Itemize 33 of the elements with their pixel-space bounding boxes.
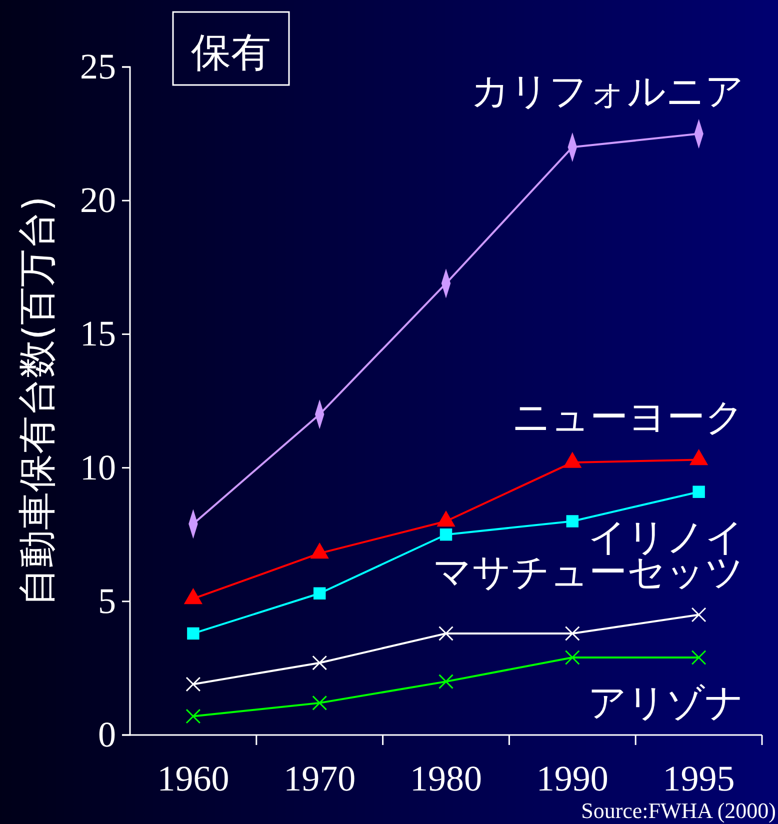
series-label: ニューヨーク: [512, 394, 744, 439]
y-tick-label: 15: [80, 314, 116, 354]
y-tick-label: 10: [80, 447, 116, 488]
series-label: イリノイ: [588, 514, 744, 559]
x-tick-label: 1970: [284, 758, 356, 799]
point: [313, 587, 326, 600]
series-label: カリフォルニア: [471, 68, 744, 113]
x-tick-label: 1980: [410, 758, 482, 799]
y-tick-label: 5: [98, 580, 116, 621]
y-tick-label: 0: [98, 714, 116, 755]
point: [691, 650, 706, 665]
point: [186, 708, 201, 724]
point: [312, 695, 328, 710]
y-tick-label: 25: [80, 46, 116, 87]
point: [440, 528, 452, 541]
point: [438, 674, 454, 690]
point: [691, 607, 706, 622]
point: [438, 626, 454, 641]
y-tick-label: 20: [80, 180, 116, 220]
x-tick-label: 1990: [536, 758, 608, 799]
point: [566, 515, 579, 528]
x-tick-label: 1960: [157, 758, 230, 799]
chart-title: 保有: [191, 30, 271, 76]
point: [187, 627, 200, 640]
point: [564, 626, 580, 641]
series-label: アリゾナ: [588, 680, 744, 725]
point: [692, 486, 705, 498]
y-axis-title: 自動車保有台数(百万台): [15, 196, 59, 606]
point: [564, 650, 580, 665]
source-note: Source:FWHA (2000): [581, 798, 776, 823]
point: [312, 655, 328, 670]
x-tick-label: 1995: [662, 758, 735, 799]
point: [186, 676, 201, 692]
